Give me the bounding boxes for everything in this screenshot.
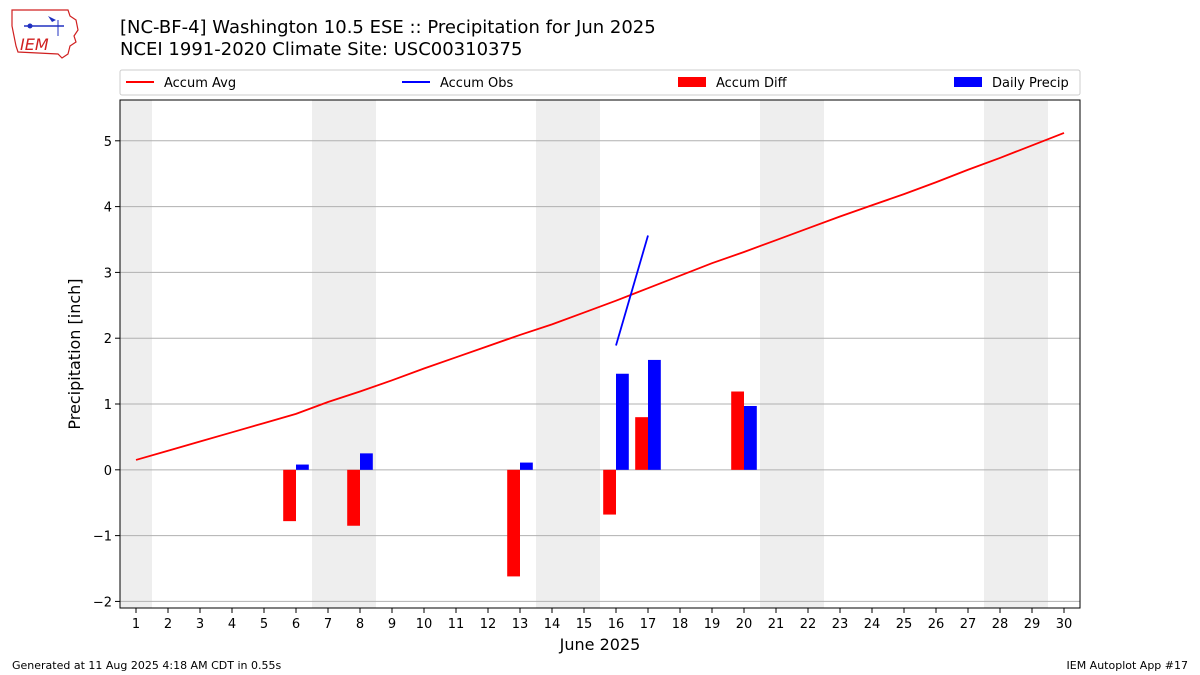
y-tick-label: −2 bbox=[93, 595, 112, 610]
x-tick-label: 14 bbox=[544, 617, 561, 632]
y-axis-label: Precipitation [inch] bbox=[65, 278, 84, 429]
legend-label-daily-precip: Daily Precip bbox=[992, 76, 1069, 91]
daily-precip-bar bbox=[360, 453, 373, 470]
y-tick-label: 4 bbox=[104, 201, 112, 216]
plot-frame bbox=[119, 99, 1081, 609]
x-tick-label: 25 bbox=[896, 617, 913, 632]
accum-diff-bar bbox=[347, 469, 360, 526]
x-tick-label: 1 bbox=[132, 617, 140, 632]
y-tick-label: −1 bbox=[93, 530, 112, 545]
accum-diff-bar bbox=[507, 469, 520, 577]
weekend-band bbox=[984, 100, 1048, 608]
x-tick-label: 4 bbox=[228, 617, 236, 632]
x-tick-label: 30 bbox=[1056, 617, 1073, 632]
x-tick-label: 26 bbox=[928, 617, 945, 632]
accum-diff-bar bbox=[635, 417, 648, 470]
legend-box bbox=[119, 69, 1081, 96]
x-tick-label: 22 bbox=[800, 617, 817, 632]
logo-text: IEM bbox=[20, 35, 49, 54]
chart-title: [NC-BF-4] Washington 10.5 ESE :: Precipi… bbox=[120, 17, 656, 38]
weekend-bands bbox=[120, 100, 1048, 608]
x-axis-ticks: 1 2 3 4 5 6 7 8 9 10 11 12 13 14 15 16 17 18 19 20 21 22 23 24 2… bbox=[132, 608, 1072, 632]
x-tick-label: 9 bbox=[388, 617, 396, 632]
x-tick-label: 10 bbox=[416, 617, 433, 632]
x-tick-label: 5 bbox=[260, 617, 268, 632]
y-tick-label: 5 bbox=[104, 135, 112, 150]
x-tick-label: 20 bbox=[736, 617, 753, 632]
accum-diff-bar bbox=[603, 469, 616, 515]
y-axis-ticks: −2 −1 0 1 2 3 4 5 bbox=[93, 135, 120, 610]
x-axis-label: June 2025 bbox=[559, 635, 641, 654]
weekend-band bbox=[536, 100, 600, 608]
x-tick-label: 6 bbox=[292, 617, 300, 632]
daily-precip-bar bbox=[648, 359, 661, 470]
chart-subtitle: NCEI 1991-2020 Climate Site: USC00310375 bbox=[120, 39, 523, 60]
x-tick-label: 28 bbox=[992, 617, 1009, 632]
accum-diff-bar bbox=[731, 391, 744, 470]
accum-avg-line bbox=[135, 132, 1065, 461]
x-tick-label: 3 bbox=[196, 617, 204, 632]
x-tick-label: 12 bbox=[480, 617, 497, 632]
daily-precip-bar bbox=[296, 464, 309, 470]
line-series bbox=[135, 132, 1065, 461]
x-tick-label: 7 bbox=[324, 617, 332, 632]
y-tick-label: 3 bbox=[104, 266, 112, 281]
legend-label-accum-obs: Accum Obs bbox=[440, 76, 513, 91]
legend-swatch-accum-diff bbox=[678, 77, 706, 87]
x-tick-label: 19 bbox=[704, 617, 721, 632]
x-tick-label: 11 bbox=[448, 617, 465, 632]
y-tick-label: 1 bbox=[104, 398, 112, 413]
weekend-band bbox=[312, 100, 376, 608]
x-tick-label: 24 bbox=[864, 617, 881, 632]
bar-series bbox=[283, 359, 757, 577]
daily-precip-bar bbox=[744, 405, 757, 470]
x-tick-label: 18 bbox=[672, 617, 689, 632]
y-tick-label: 2 bbox=[104, 332, 112, 347]
daily-precip-bar bbox=[616, 373, 629, 470]
x-tick-label: 27 bbox=[960, 617, 977, 632]
footer-app-label: IEM Autoplot App #17 bbox=[1066, 659, 1189, 672]
daily-precip-bar bbox=[520, 462, 533, 470]
legend-label-accum-diff: Accum Diff bbox=[716, 76, 788, 91]
footer-generated-text: Generated at 11 Aug 2025 4:18 AM CDT in … bbox=[12, 659, 282, 672]
x-tick-label: 21 bbox=[768, 617, 785, 632]
x-tick-label: 17 bbox=[640, 617, 657, 632]
x-tick-label: 23 bbox=[832, 617, 849, 632]
y-tick-label: 0 bbox=[104, 464, 112, 479]
weekend-band bbox=[760, 100, 824, 608]
x-tick-label: 13 bbox=[512, 617, 529, 632]
legend-label-accum-avg: Accum Avg bbox=[164, 76, 236, 91]
grid-lines bbox=[120, 140, 1080, 602]
iem-logo: IEM bbox=[11, 9, 79, 59]
weekend-band bbox=[120, 100, 152, 608]
x-tick-label: 2 bbox=[164, 617, 172, 632]
x-tick-label: 8 bbox=[356, 617, 364, 632]
legend: Accum Avg Accum Obs Accum Diff Daily Precip bbox=[119, 69, 1081, 96]
accum-diff-bar bbox=[283, 469, 296, 522]
accum-obs-line bbox=[615, 235, 649, 346]
x-tick-label: 15 bbox=[576, 617, 593, 632]
legend-swatch-daily-precip bbox=[954, 77, 982, 87]
x-tick-label: 29 bbox=[1024, 617, 1041, 632]
x-tick-label: 16 bbox=[608, 617, 625, 632]
